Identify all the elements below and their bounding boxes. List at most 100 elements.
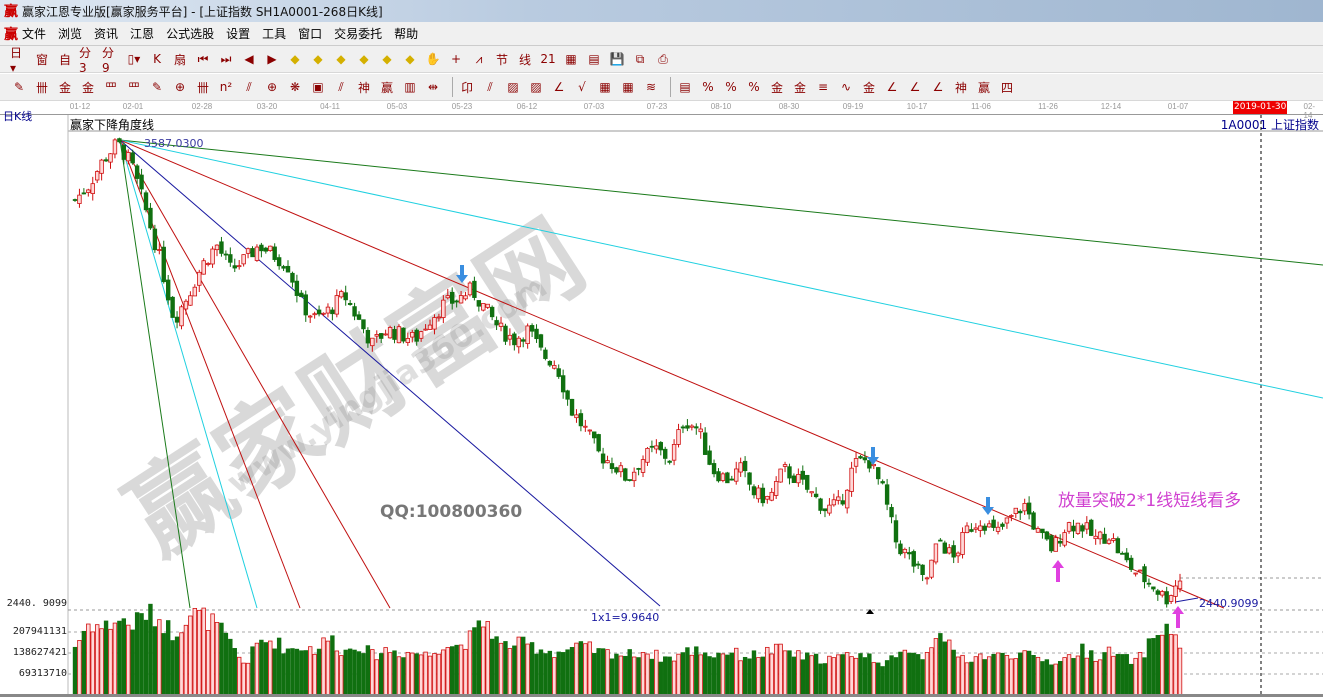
- toolbar-tool-icon[interactable]: ✎: [151, 80, 163, 94]
- menu-item[interactable]: 工具: [262, 27, 287, 41]
- toolbar-tool-icon[interactable]: ◆: [313, 52, 323, 66]
- toolbar-tool-icon[interactable]: ❋: [289, 80, 301, 94]
- toolbar-tool-icon[interactable]: ◆: [290, 52, 300, 66]
- toolbar-tool-icon[interactable]: +: [450, 52, 462, 66]
- toolbar-tool-icon[interactable]: ▦: [599, 80, 611, 94]
- toolbar-tool-icon[interactable]: 窗: [35, 52, 48, 67]
- toolbar-tool-icon[interactable]: %: [748, 80, 760, 94]
- volume-bar: [1137, 652, 1143, 696]
- toolbar-tool-icon[interactable]: √: [578, 80, 586, 94]
- candle-body: [290, 272, 295, 283]
- toolbar-tool-icon[interactable]: 21: [540, 52, 556, 66]
- toolbar-tool-icon[interactable]: ⊕: [174, 80, 186, 94]
- toolbar-tool-icon[interactable]: 金: [862, 80, 875, 95]
- toolbar-tool-icon[interactable]: ✎: [13, 80, 25, 94]
- scrollbar[interactable]: [0, 694, 1323, 697]
- toolbar-tool-icon[interactable]: ⇹: [427, 80, 439, 94]
- toolbar-tool-icon[interactable]: 卌: [196, 80, 209, 95]
- candle-body: [427, 324, 433, 330]
- toolbar-tool-icon[interactable]: K: [153, 52, 161, 66]
- toolbar-tool-icon[interactable]: 节: [495, 52, 508, 67]
- candle-body: [108, 153, 113, 163]
- toolbar-tool-icon[interactable]: 💾: [609, 52, 625, 66]
- toolbar-tool-icon[interactable]: ∠: [932, 80, 944, 94]
- toolbar-tool-icon[interactable]: ⩘: [475, 51, 483, 66]
- volume-bar: [751, 650, 757, 696]
- toolbar-tool-icon[interactable]: 线: [518, 52, 531, 67]
- toolbar-tool-icon[interactable]: 金: [770, 80, 783, 95]
- toolbar-tool-icon[interactable]: ◆: [359, 52, 369, 66]
- toolbar-tool-icon[interactable]: ⫽: [246, 79, 252, 94]
- toolbar-tool-icon[interactable]: %: [725, 80, 737, 94]
- candle-body: [489, 306, 495, 318]
- volume-bar: [978, 653, 983, 696]
- toolbar-tool-icon[interactable]: 扇: [173, 52, 186, 67]
- toolbar-tool-icon[interactable]: 神: [357, 80, 370, 95]
- toolbar-tool-icon[interactable]: ▦: [622, 80, 634, 94]
- toolbar-tool-icon[interactable]: ∠: [909, 80, 921, 94]
- toolbar-tool-icon[interactable]: 自: [58, 52, 71, 67]
- candle-body: [818, 498, 823, 511]
- volume-bar: [1066, 654, 1072, 696]
- toolbar-tool-icon[interactable]: ∿: [840, 80, 852, 94]
- toolbar-tool-icon[interactable]: ∠: [553, 80, 565, 94]
- menu-item[interactable]: 文件: [22, 27, 47, 41]
- toolbar-tool-icon[interactable]: 罒: [127, 80, 140, 95]
- toolbar-tool-icon[interactable]: %: [702, 80, 714, 94]
- toolbar-tool-icon[interactable]: 金: [58, 80, 71, 95]
- toolbar-tool-icon[interactable]: 神: [954, 80, 967, 95]
- menu-item[interactable]: 浏览: [58, 27, 83, 41]
- toolbar-tool-icon[interactable]: ▶: [267, 52, 277, 66]
- volume-bar: [742, 656, 748, 696]
- toolbar-tool-icon[interactable]: ≋: [645, 80, 657, 94]
- toolbar-tool-icon[interactable]: ▤: [679, 80, 691, 94]
- menu-item[interactable]: 资讯: [94, 27, 119, 41]
- toolbar-tool-icon[interactable]: ⏭: [220, 51, 232, 66]
- toolbar-tool-icon[interactable]: ▤: [588, 52, 600, 66]
- menu-item[interactable]: 公式选股: [166, 27, 215, 41]
- toolbar-tool-icon[interactable]: 四: [1000, 80, 1013, 95]
- volume-bar: [276, 637, 282, 696]
- volume-bar: [476, 620, 482, 696]
- toolbar-tool-icon[interactable]: ◀: [244, 52, 254, 66]
- toolbar-tool-icon[interactable]: 金: [793, 80, 806, 95]
- period-label[interactable]: 日K线: [3, 110, 33, 123]
- candle-body: [1128, 557, 1134, 570]
- toolbar-tool-icon[interactable]: ◆: [382, 52, 392, 66]
- toolbar-tool-icon[interactable]: 卬: [460, 80, 473, 95]
- toolbar-tool-icon[interactable]: ▨: [507, 80, 519, 94]
- toolbar-tool-icon[interactable]: 罒: [104, 80, 117, 95]
- toolbar-tool-icon[interactable]: ∠: [886, 80, 898, 94]
- toolbar-tool-icon[interactable]: 赢: [977, 80, 990, 95]
- toolbar-tool-icon[interactable]: ⊕: [266, 80, 278, 94]
- toolbar-tool-icon[interactable]: ▦: [565, 52, 577, 66]
- toolbar-tool-icon[interactable]: ◆: [405, 52, 415, 66]
- toolbar-tool-icon[interactable]: ▥: [404, 80, 416, 94]
- toolbar-tool-icon[interactable]: ⫽: [487, 79, 493, 94]
- menu-item[interactable]: 窗口: [298, 27, 323, 41]
- volume-bar: [680, 652, 686, 696]
- toolbar-tool-icon[interactable]: ⎙: [658, 51, 668, 66]
- toolbar-tool-icon[interactable]: ▯▾: [127, 52, 141, 66]
- toolbar-tool-icon[interactable]: 金: [81, 80, 94, 95]
- toolbar-tool-icon[interactable]: ≡: [817, 80, 829, 94]
- toolbar-tool-icon[interactable]: ⧉: [635, 51, 645, 66]
- candle-body: [947, 547, 952, 554]
- volume-bar: [583, 643, 588, 696]
- toolbar-tool-icon[interactable]: ⫽: [338, 79, 344, 94]
- toolbar-tool-icon[interactable]: ✋: [425, 52, 441, 66]
- toolbar-tool-icon[interactable]: ▨: [530, 80, 542, 94]
- menu-item[interactable]: 江恩: [130, 27, 155, 41]
- toolbar-tool-icon[interactable]: ◆: [336, 52, 346, 66]
- toolbar-tool-icon[interactable]: 赢: [380, 80, 393, 95]
- menu-item[interactable]: 设置: [226, 27, 251, 41]
- menu-item[interactable]: 交易委托: [334, 27, 383, 41]
- menu-item[interactable]: 帮助: [394, 27, 419, 41]
- toolbar-tool-icon[interactable]: n²: [219, 80, 233, 94]
- toolbar-tool-icon[interactable]: ⏮: [197, 51, 209, 66]
- toolbar-tool-icon[interactable]: 卌: [35, 80, 48, 95]
- candle-body: [356, 314, 362, 320]
- candle-body: [560, 375, 566, 393]
- toolbar-tool-icon[interactable]: ▣: [312, 80, 324, 94]
